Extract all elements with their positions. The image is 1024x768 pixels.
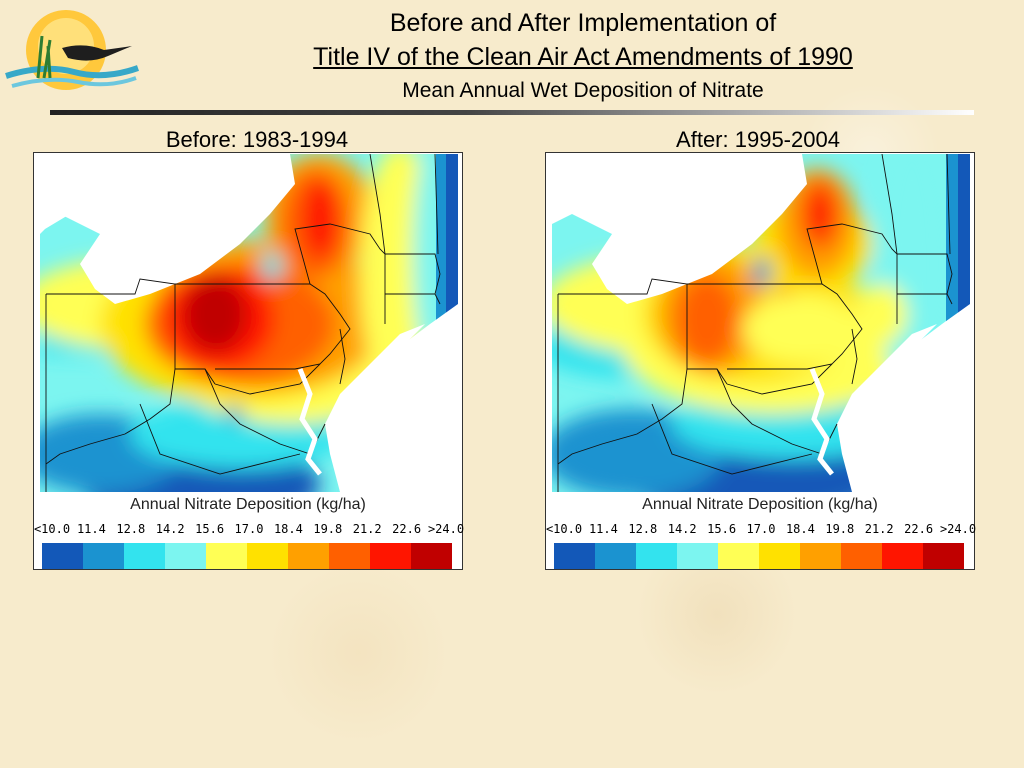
legend-swatch <box>800 543 841 569</box>
legend-swatch <box>329 543 370 569</box>
legend-ticks: <10.0 11.4 12.8 14.2 15.6 17.0 18.4 19.8 21.2 22.… <box>546 522 976 540</box>
legend-tick-label: 18.4 <box>273 522 303 536</box>
legend-swatch <box>677 543 718 569</box>
after-map-panel: Annual Nitrate Deposition (kg/ha) <10.0 1… <box>545 152 976 570</box>
before-map-panel: Annual Nitrate Deposition (kg/ha) <10.0 1… <box>33 152 464 570</box>
legend-tick-label: 11.4 <box>76 522 106 536</box>
legend-tick-label: 21.2 <box>352 522 382 536</box>
legend-tick-label: <10.0 <box>545 522 583 536</box>
legend-swatch <box>595 543 636 569</box>
legend-tick-label: 12.8 <box>116 522 146 536</box>
legend-tick-label: 18.4 <box>785 522 815 536</box>
after-map-caption: After: 1995-2004 <box>676 127 840 152</box>
legend-swatch <box>759 543 800 569</box>
legend-swatch <box>288 543 329 569</box>
legend-swatch <box>718 543 759 569</box>
slide-subtitle: Mean Annual Wet Deposition of Nitrate <box>402 79 764 102</box>
legend-tick-label: 17.0 <box>234 522 264 536</box>
legend-swatch <box>882 543 923 569</box>
legend-swatch <box>923 543 964 569</box>
legend-title: Annual Nitrate Deposition (kg/ha) <box>130 496 366 513</box>
legend-swatches <box>42 543 452 569</box>
legend-swatch <box>411 543 452 569</box>
legend-swatch <box>165 543 206 569</box>
legend-swatch <box>247 543 288 569</box>
logo-icon <box>5 10 139 90</box>
legend-swatch <box>42 543 83 569</box>
legend-tick-label: 19.8 <box>825 522 855 536</box>
legend-swatch <box>841 543 882 569</box>
legend-tick-label: 12.8 <box>628 522 658 536</box>
legend-swatch <box>206 543 247 569</box>
legend-tick-label: <10.0 <box>33 522 71 536</box>
before-deposition-map <box>40 154 458 492</box>
legend-tick-label: 15.6 <box>707 522 737 536</box>
slide-title-line1: Before and After Implementation of <box>389 9 777 37</box>
legend-tick-label: 22.6 <box>392 522 422 536</box>
legend-tick-label: 22.6 <box>904 522 934 536</box>
legend-swatch <box>554 543 595 569</box>
legend-tick-label: 19.8 <box>313 522 343 536</box>
legend-swatches <box>554 543 964 569</box>
legend-swatch <box>124 543 165 569</box>
slide-title-line2: Title IV of the Clean Air Act Amendments… <box>313 43 853 71</box>
legend-tick-label: >24.0 <box>939 522 977 536</box>
legend-swatch <box>83 543 124 569</box>
after-deposition-map <box>552 154 970 492</box>
title-divider <box>50 110 974 115</box>
legend-tick-label: 14.2 <box>667 522 697 536</box>
legend-swatch <box>636 543 677 569</box>
legend-title: Annual Nitrate Deposition (kg/ha) <box>642 496 878 513</box>
legend-tick-label: 11.4 <box>588 522 618 536</box>
legend-tick-label: 21.2 <box>864 522 894 536</box>
legend-ticks: <10.0 11.4 12.8 14.2 15.6 17.0 18.4 19.8 21.2 22.… <box>34 522 464 540</box>
legend-tick-label: >24.0 <box>427 522 465 536</box>
legend-tick-label: 15.6 <box>195 522 225 536</box>
legend-tick-label: 17.0 <box>746 522 776 536</box>
legend-tick-label: 14.2 <box>155 522 185 536</box>
before-map-caption: Before: 1983-1994 <box>165 127 349 152</box>
legend-swatch <box>370 543 411 569</box>
